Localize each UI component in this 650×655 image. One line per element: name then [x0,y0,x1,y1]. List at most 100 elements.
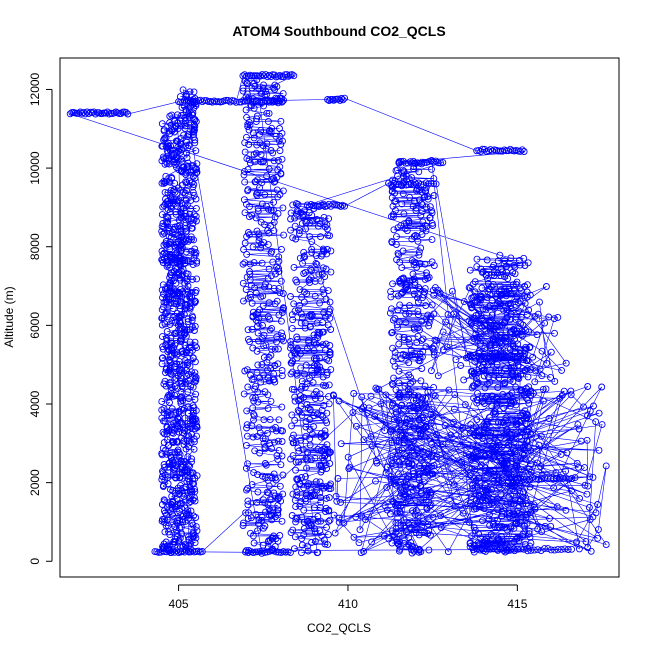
data-point [257,126,265,134]
data-point [267,222,275,230]
data-point [439,159,447,166]
data-point [532,367,540,375]
data-point [289,201,297,209]
data-point [389,381,397,389]
data-point [511,315,519,323]
data-point [414,403,422,410]
data-point [307,323,314,330]
data-point [260,81,268,89]
data-point [291,222,299,230]
data-point [182,196,190,204]
data-point [323,441,331,449]
data-point [327,480,335,488]
data-point [177,247,185,255]
data-point [405,473,413,481]
data-point [427,491,435,499]
data-point [268,345,276,353]
data-point [182,445,190,453]
data-point [267,73,275,80]
data-point [318,270,326,278]
data-point [485,515,493,523]
data-point [422,468,430,475]
data-point [253,498,261,506]
data-point [472,505,480,512]
data-point [247,529,254,537]
data-point [387,475,395,483]
data-point [288,385,296,393]
data-point [277,117,285,125]
data-point [190,327,198,334]
data-point [83,108,91,116]
data-point [429,344,436,352]
data-point [268,496,275,504]
data-point [426,213,434,221]
data-point [244,326,252,334]
data-point [517,416,525,424]
data-point [536,298,543,306]
data-point [316,354,324,362]
data-point [275,311,283,319]
data-point [178,487,186,495]
data-point [160,249,168,257]
data-point [241,71,249,79]
data-point [519,500,527,508]
data-point [308,371,316,379]
data-point [171,179,179,187]
data-point [159,220,167,227]
data-point [303,456,311,464]
data-point [308,310,315,318]
data-point [270,98,278,106]
data-point [276,71,284,79]
data-point [416,285,424,293]
data-point [557,545,565,553]
data-point [268,324,276,332]
data-point [271,492,279,500]
data-point [490,477,498,485]
data-point [179,98,186,106]
data-point [286,549,294,557]
data-point [517,331,525,339]
data-point [161,285,169,293]
data-point [598,421,606,429]
data-point [269,506,277,514]
data-point [448,287,456,295]
data-point [177,387,185,395]
data-point [80,108,88,116]
data-point [584,544,592,551]
data-point [486,437,493,445]
data-point [432,180,440,188]
data-point [191,372,199,380]
data-point [430,192,438,199]
data-point [303,518,311,526]
data-point [487,530,495,538]
data-point [334,475,342,482]
data-point [414,447,422,455]
data-point [533,459,541,467]
data-point [279,290,287,297]
data-point [240,171,248,179]
data-point [393,233,400,241]
data-point [513,278,521,286]
data-point [515,307,523,315]
data-point [190,211,198,219]
data-point [176,257,184,265]
data-point [538,372,546,380]
data-point [251,447,259,455]
data-point [498,512,506,520]
data-point [271,71,278,79]
data-point [289,452,297,460]
data-point [517,545,525,553]
data-point [181,125,189,132]
data-point [387,473,395,480]
data-point [410,181,418,189]
data-point [512,298,519,306]
data-point [503,335,511,343]
data-point [391,198,399,206]
data-point [516,147,524,155]
data-point [279,304,287,312]
data-point [396,538,403,546]
data-point [394,470,402,478]
data-point [478,545,486,552]
data-point [319,341,327,349]
data-point [171,117,179,125]
